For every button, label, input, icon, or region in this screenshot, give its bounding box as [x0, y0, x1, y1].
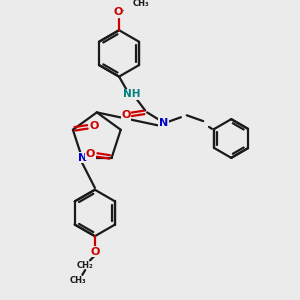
Text: CH₂: CH₂ [77, 261, 94, 270]
Text: CH₃: CH₃ [133, 0, 149, 8]
Text: NH: NH [123, 89, 140, 99]
Text: O: O [90, 247, 100, 256]
Text: O: O [113, 7, 123, 17]
Text: N: N [159, 118, 168, 128]
Text: O: O [85, 149, 95, 159]
Text: N: N [78, 153, 88, 163]
Text: O: O [89, 121, 99, 131]
Text: CH₃: CH₃ [69, 276, 86, 285]
Text: O: O [121, 110, 130, 120]
